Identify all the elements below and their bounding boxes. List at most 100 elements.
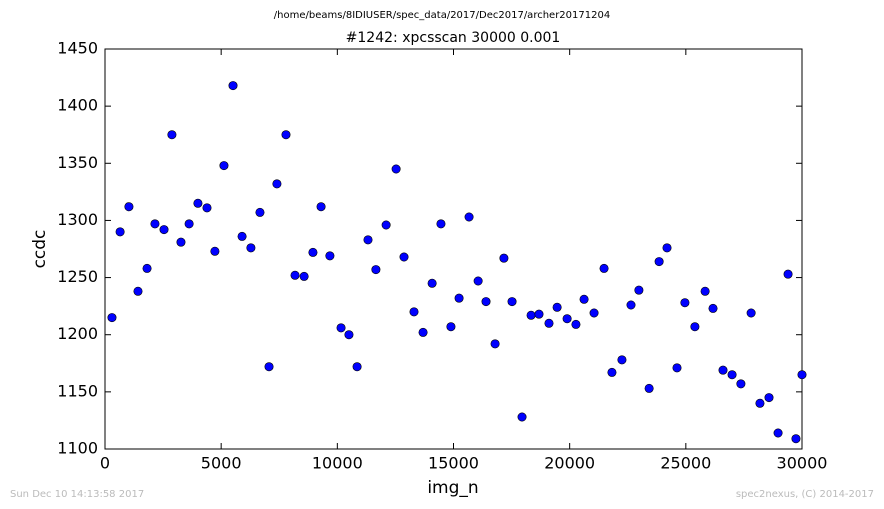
data-point: [746, 308, 756, 318]
y-tick-label: 1250: [57, 267, 98, 286]
data-point: [142, 263, 152, 273]
data-point: [718, 365, 728, 375]
data-point: [700, 286, 710, 296]
x-tick-label: 0: [100, 454, 110, 473]
supertitle: /home/beams/8IDIUSER/spec_data/2017/Dec2…: [274, 10, 610, 21]
data-point: [454, 293, 464, 303]
data-point: [797, 370, 807, 380]
data-point: [607, 367, 617, 377]
data-point: [184, 219, 194, 229]
data-point: [544, 318, 554, 328]
x-axis-label: img_n: [427, 478, 478, 498]
data-point: [727, 370, 737, 380]
data-point: [644, 383, 654, 393]
data-point: [167, 130, 177, 140]
data-point: [391, 164, 401, 174]
data-point: [755, 398, 765, 408]
data-point: [176, 237, 186, 247]
x-tick-label: 20000: [544, 454, 595, 473]
y-tick-label: 1450: [57, 39, 98, 58]
data-point: [736, 379, 746, 389]
data-point: [409, 307, 419, 317]
data-point: [133, 286, 143, 296]
data-point: [552, 302, 562, 312]
data-point: [446, 322, 456, 332]
data-point: [672, 363, 682, 373]
data-point: [281, 130, 291, 140]
x-tick-label: 25000: [660, 454, 711, 473]
data-point: [363, 235, 373, 245]
data-point: [626, 300, 636, 310]
data-point: [562, 314, 572, 324]
data-point: [783, 269, 793, 279]
data-point: [507, 297, 517, 307]
data-point: [764, 393, 774, 403]
data-point: [371, 265, 381, 275]
data-point: [264, 362, 274, 372]
data-point: [237, 231, 247, 241]
data-point: [634, 285, 644, 295]
data-point: [124, 202, 134, 212]
data-point: [791, 434, 801, 444]
data-point: [150, 219, 160, 229]
y-tick-label: 1200: [57, 324, 98, 343]
data-point: [690, 322, 700, 332]
data-point: [272, 179, 282, 189]
data-point: [107, 313, 117, 323]
data-point: [115, 227, 125, 237]
data-point: [708, 303, 718, 313]
data-point: [219, 161, 229, 171]
y-tick-label: 1100: [57, 439, 98, 458]
data-point: [427, 278, 437, 288]
data-point: [499, 253, 509, 263]
x-tick-label: 10000: [312, 454, 363, 473]
data-point: [654, 257, 664, 267]
data-point: [381, 220, 391, 230]
data-point: [352, 362, 362, 372]
data-point: [579, 294, 589, 304]
x-tick-label: 5000: [201, 454, 242, 473]
data-point: [299, 271, 309, 281]
data-point: [308, 247, 318, 257]
data-point: [517, 412, 527, 422]
data-point: [662, 243, 672, 253]
data-point: [464, 212, 474, 222]
credit: spec2nexus, (C) 2014-2017: [736, 489, 874, 500]
data-point: [571, 319, 581, 329]
data-point: [534, 309, 544, 319]
data-point: [193, 198, 203, 208]
data-point: [325, 251, 335, 261]
data-point: [773, 428, 783, 438]
data-point: [210, 246, 220, 256]
data-point: [589, 308, 599, 318]
timestamp: Sun Dec 10 14:13:58 2017: [10, 489, 144, 500]
y-axis-label: ccdc: [30, 230, 50, 269]
data-point: [336, 323, 346, 333]
data-point: [490, 339, 500, 349]
data-point: [159, 225, 169, 235]
x-tick-label: 15000: [428, 454, 479, 473]
data-point: [473, 276, 483, 286]
data-point: [255, 207, 265, 217]
data-point: [526, 310, 536, 320]
x-tick-label: 30000: [777, 454, 828, 473]
data-point: [617, 355, 627, 365]
data-point: [599, 263, 609, 273]
y-tick-label: 1300: [57, 210, 98, 229]
data-point: [344, 330, 354, 340]
data-point: [202, 203, 212, 213]
y-tick-label: 1150: [57, 381, 98, 400]
data-point: [680, 298, 690, 308]
data-point: [418, 327, 428, 337]
chart-title: #1242: xpcsscan 30000 0.001: [346, 30, 561, 46]
data-point: [228, 81, 238, 91]
data-point: [399, 252, 409, 262]
data-point: [316, 202, 326, 212]
y-tick-label: 1400: [57, 96, 98, 115]
data-point: [481, 297, 491, 307]
data-point: [436, 219, 446, 229]
data-point: [246, 243, 256, 253]
data-point: [290, 270, 300, 280]
